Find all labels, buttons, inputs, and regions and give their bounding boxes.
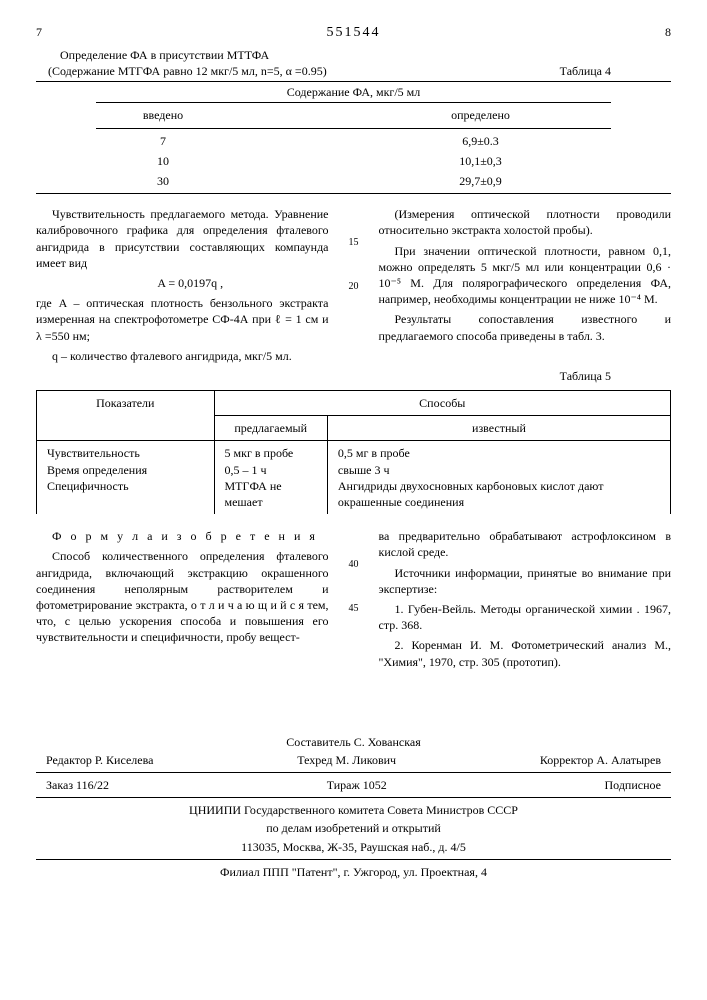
table4-col2: определено: [290, 105, 671, 125]
ref: 1. Губен-Вейль. Методы органической хими…: [379, 601, 672, 633]
equation: A = 0,0197q ,: [36, 275, 329, 291]
table4-col1: введено: [36, 105, 290, 125]
table4-head: Содержание ФА, мкг/5 мл: [36, 84, 671, 100]
line-numbers: 15 20: [347, 206, 361, 368]
footer: Составитель С. Хованская Редактор Р. Кис…: [36, 734, 671, 880]
footer-order: Заказ 116/22 Тираж 1052 Подписное: [36, 777, 671, 793]
footer-editor: Редактор Р. Киселева: [46, 752, 153, 768]
footer-org2: по делам изобретений и открытий: [36, 820, 671, 836]
t5-h2: Способы: [214, 391, 670, 416]
table-row: 3029,7±0,9: [36, 171, 671, 191]
footer-corr: Корректор А. Алатырев: [540, 752, 661, 768]
para: Результаты сопоставления известного и пр…: [379, 311, 672, 343]
left-column: Чувствительность предлагаемого метода. У…: [36, 206, 329, 368]
claim-title: Ф о р м у л а и з о б р е т е н и я: [36, 528, 329, 544]
page-right: 8: [665, 24, 671, 43]
claim-right: ва предварительно обрабатывают астрофлок…: [379, 528, 672, 674]
para: q – количество фталевого ангидрида, мкг/…: [36, 348, 329, 364]
line-numbers-2: 40 45: [347, 528, 361, 674]
footer-credits: Редактор Р. Киселева Техред М. Ликович К…: [36, 752, 671, 768]
table5: Показатели Способы предлагаемый известны…: [36, 390, 671, 514]
table4: введено определено 76,9±0.3 1010,1±0,3 3…: [36, 105, 671, 191]
page-header: 7 551544 8: [36, 24, 671, 43]
footer-composer: Составитель С. Хованская: [36, 734, 671, 750]
table-row: Чувствительность Время определения Специ…: [37, 441, 671, 514]
table-row: 1010,1±0,3: [36, 151, 671, 171]
para: При значении оптической плотности, равно…: [379, 243, 672, 308]
para: где A – оптическая плотность бензольного…: [36, 295, 329, 344]
page-left: 7: [36, 24, 42, 43]
doc-number: 551544: [327, 24, 381, 43]
para: (Измерения оптической плотности проводил…: [379, 206, 672, 238]
body-columns: Чувствительность предлагаемого метода. У…: [36, 206, 671, 368]
right-column: (Измерения оптической плотности проводил…: [379, 206, 672, 368]
table4-caption: Таблица 4: [560, 63, 611, 79]
footer-tech: Техред М. Ликович: [297, 752, 396, 768]
t5-h2a: предлагаемый: [214, 416, 327, 441]
t5-h1: Показатели: [37, 391, 215, 441]
table4-title-2: (Содержание МТГФА равно 12 мкг/5 мл, n=5…: [48, 63, 327, 79]
claim-text: ва предварительно обрабатывают астрофлок…: [379, 528, 672, 560]
claim-text: Способ количественного определения фтале…: [36, 548, 329, 645]
footer-filial: Филиал ППП "Патент", г. Ужгород, ул. Про…: [36, 864, 671, 880]
claim-columns: Ф о р м у л а и з о б р е т е н и я Спос…: [36, 528, 671, 674]
t5-h2b: известный: [327, 416, 670, 441]
claim-left: Ф о р м у л а и з о б р е т е н и я Спос…: [36, 528, 329, 674]
claim-text: Источники информации, принятые во вниман…: [379, 565, 672, 597]
para: Чувствительность предлагаемого метода. У…: [36, 206, 329, 271]
footer-org1: ЦНИИПИ Государственного комитета Совета …: [36, 802, 671, 818]
ref: 2. Коренман И. М. Фотометрический анализ…: [379, 637, 672, 669]
footer-addr: 113035, Москва, Ж-35, Раушская наб., д. …: [36, 839, 671, 855]
table4-title-1: Определение ФА в присутствии МТТФА: [60, 47, 671, 63]
table5-caption: Таблица 5: [36, 368, 671, 384]
table-row: 76,9±0.3: [36, 131, 671, 151]
